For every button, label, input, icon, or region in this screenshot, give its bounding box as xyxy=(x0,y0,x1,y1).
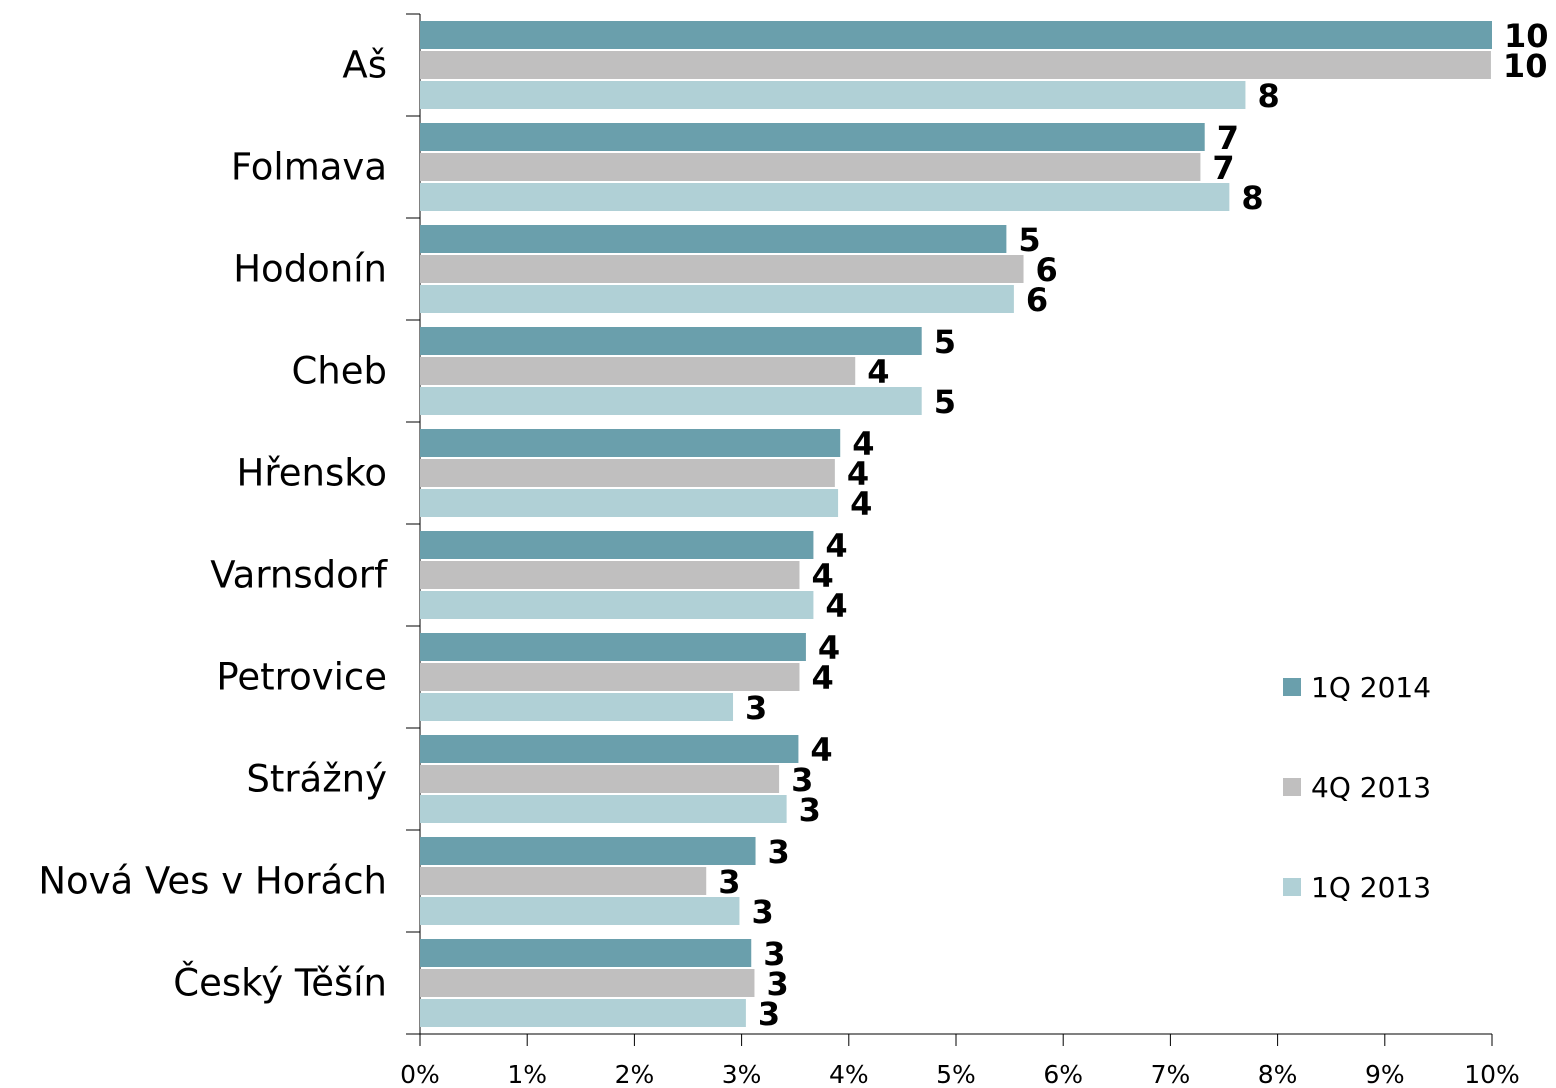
bar xyxy=(420,429,841,457)
value-label: 4 xyxy=(825,527,847,565)
value-label: 4 xyxy=(867,353,889,391)
bar xyxy=(420,663,800,691)
bar xyxy=(420,969,755,997)
category-label: Nová Ves v Horách xyxy=(38,860,387,903)
value-label: 4 xyxy=(811,557,833,595)
value-label: 8 xyxy=(1241,179,1263,217)
x-tick-label: 6% xyxy=(1043,1060,1083,1088)
bar xyxy=(420,357,856,385)
category-label: Varnsdorf xyxy=(210,554,388,597)
value-label: 3 xyxy=(766,965,788,1003)
value-label: 5 xyxy=(1018,221,1040,259)
value-label: 3 xyxy=(718,863,740,901)
value-label: 3 xyxy=(768,833,790,871)
bar xyxy=(420,153,1201,181)
bar xyxy=(420,21,1492,49)
bar xyxy=(420,765,780,793)
category-label: Folmava xyxy=(231,146,387,189)
bar xyxy=(420,795,787,823)
bar xyxy=(420,51,1491,79)
value-label: 6 xyxy=(1026,281,1048,319)
bar xyxy=(420,81,1246,109)
legend-swatch xyxy=(1283,678,1301,696)
x-tick-label: 4% xyxy=(829,1060,869,1088)
bar xyxy=(420,459,835,487)
bar xyxy=(420,633,806,661)
value-label: 3 xyxy=(745,689,767,727)
x-tick-label: 1% xyxy=(507,1060,547,1088)
value-label: 4 xyxy=(850,485,872,523)
bar xyxy=(420,867,707,895)
x-tick-label: 10% xyxy=(1464,1060,1520,1088)
bar xyxy=(420,837,756,865)
bar xyxy=(420,939,752,967)
value-label: 5 xyxy=(934,323,956,361)
category-label: Petrovice xyxy=(216,656,387,699)
x-tick-label: 3% xyxy=(722,1060,762,1088)
bar xyxy=(420,735,799,763)
value-label: 3 xyxy=(751,893,773,931)
bar xyxy=(420,897,740,925)
bar xyxy=(420,489,839,517)
category-label: Cheb xyxy=(291,350,387,393)
bar xyxy=(420,285,1014,313)
x-tick-label: 9% xyxy=(1365,1060,1405,1088)
value-label: 5 xyxy=(934,383,956,421)
category-label: Strážný xyxy=(246,758,387,801)
category-label: Aš xyxy=(342,44,387,87)
value-label: 3 xyxy=(791,761,813,799)
value-label: 4 xyxy=(810,731,832,769)
bar xyxy=(420,531,814,559)
category-label: Český Těšín xyxy=(173,961,387,1005)
bar xyxy=(420,999,746,1027)
bar xyxy=(420,387,922,415)
value-label: 4 xyxy=(825,587,847,625)
value-label: 3 xyxy=(763,935,785,973)
bar xyxy=(420,183,1230,211)
legend-swatch xyxy=(1283,878,1301,896)
value-label: 3 xyxy=(758,995,780,1033)
bar xyxy=(420,693,734,721)
x-tick-label: 5% xyxy=(936,1060,976,1088)
value-label: 4 xyxy=(818,629,840,667)
x-tick-label: 2% xyxy=(615,1060,655,1088)
bar xyxy=(420,561,800,589)
x-tick-label: 7% xyxy=(1151,1060,1191,1088)
bar xyxy=(420,327,922,355)
bar xyxy=(420,123,1205,151)
value-label: 4 xyxy=(847,455,869,493)
value-label: 7 xyxy=(1217,119,1239,157)
x-tick-label: 8% xyxy=(1258,1060,1298,1088)
category-label: Hodonín xyxy=(233,248,387,291)
bar xyxy=(420,225,1007,253)
legend-label: 4Q 2013 xyxy=(1311,771,1431,804)
legend-swatch xyxy=(1283,778,1301,796)
bar xyxy=(420,255,1024,283)
value-label: 3 xyxy=(799,791,821,829)
value-label: 4 xyxy=(811,659,833,697)
value-label: 10 xyxy=(1504,17,1549,55)
value-label: 7 xyxy=(1212,149,1234,187)
value-label: 4 xyxy=(852,425,874,463)
value-label: 6 xyxy=(1036,251,1058,289)
bar xyxy=(420,591,814,619)
legend-label: 1Q 2013 xyxy=(1311,871,1431,904)
value-label: 8 xyxy=(1257,77,1279,115)
value-label: 10 xyxy=(1503,47,1548,85)
category-label: Hřensko xyxy=(237,452,387,495)
x-tick-label: 0% xyxy=(400,1060,440,1088)
legend-label: 1Q 2014 xyxy=(1311,671,1431,704)
